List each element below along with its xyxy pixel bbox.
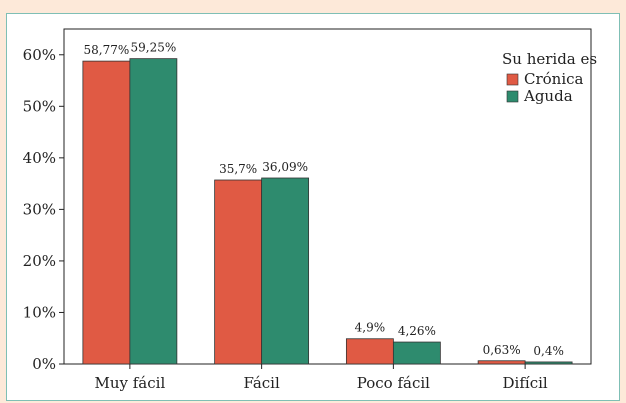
x-tick-label: Poco fácil: [357, 374, 430, 392]
legend-title: Su herida es: [502, 50, 597, 68]
bar-cronica: [214, 179, 263, 365]
bar-aguda: [129, 58, 178, 365]
y-tick-label: 50%: [23, 97, 56, 115]
bar-aguda: [261, 177, 310, 365]
data-label: 0,63%: [483, 343, 521, 357]
legend-entry: Aguda: [523, 87, 573, 105]
data-label: 0,4%: [533, 344, 564, 358]
bar-cronica: [477, 360, 526, 365]
legend-entry: Crónica: [524, 70, 584, 88]
x-tick-label: Muy fácil: [94, 374, 165, 392]
x-tick-label: Fácil: [243, 374, 280, 392]
legend-swatch: [506, 73, 519, 86]
bar-aguda: [392, 341, 441, 365]
y-tick-label: 20%: [23, 252, 56, 270]
y-tick-label: 40%: [23, 149, 56, 167]
bar-cronica: [82, 60, 131, 365]
data-label: 58,77%: [83, 43, 129, 57]
data-label: 36,09%: [262, 160, 308, 174]
y-tick-label: 30%: [23, 200, 56, 218]
plot-area-border: [63, 28, 592, 365]
chart-frame: 0% 10% 20% 30% 40% 50% 60% 58,77% 59,25% Muy fáci…: [6, 13, 620, 401]
legend-swatch: [506, 90, 519, 103]
data-label: 4,26%: [398, 324, 436, 338]
bar-chart: 0% 10% 20% 30% 40% 50% 60% 58,77% 59,25% Muy fáci…: [23, 28, 597, 392]
data-label: 4,9%: [355, 321, 386, 335]
x-tick-label: Difícil: [503, 374, 548, 392]
y-tick-label: 60%: [23, 46, 56, 64]
data-label: 35,7%: [219, 162, 257, 176]
y-tick-label: 0%: [32, 355, 56, 373]
bar-cronica: [345, 338, 394, 365]
y-tick-label: 10%: [23, 303, 56, 321]
data-label: 59,25%: [130, 41, 176, 55]
bar-aguda: [524, 361, 573, 365]
